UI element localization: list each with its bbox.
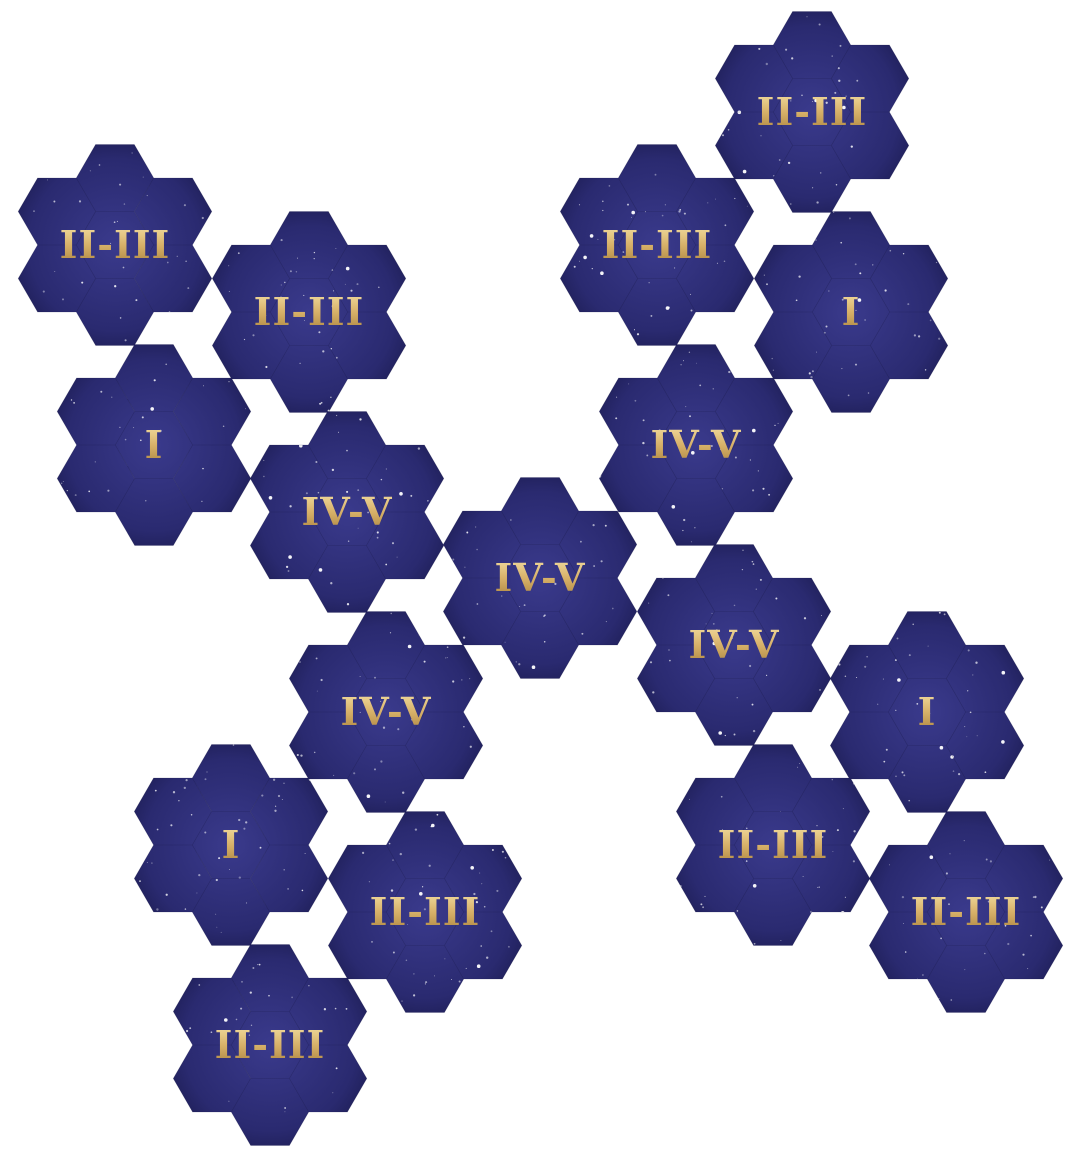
tile-outline [829, 611, 1025, 813]
hex-tile[interactable]: IV-V [576, 325, 816, 565]
hex-tile[interactable]: I [807, 592, 1047, 832]
tile-level-label: II-III [370, 889, 481, 934]
starfield-background [599, 344, 793, 546]
hex-tile[interactable]: II-III [537, 125, 777, 365]
starfield-background [560, 144, 754, 346]
tile-level-label: II-III [254, 289, 365, 334]
tile-outline [288, 611, 484, 813]
tile-level-label: II-III [757, 89, 868, 134]
tile-outline [133, 744, 329, 946]
hex-tile[interactable]: II-III [305, 792, 545, 1032]
starfield-background [134, 744, 328, 946]
tile-outline [714, 11, 910, 213]
starfield-background [250, 411, 444, 613]
hex-tile[interactable]: IV-V [227, 392, 467, 632]
starfield-background [173, 944, 367, 1146]
tile-level-label: IV-V [302, 489, 394, 534]
hex-tile[interactable]: I [34, 325, 274, 565]
starfield-background [443, 477, 637, 679]
starfield-background [328, 811, 522, 1013]
hex-tile[interactable]: IV-V [420, 458, 660, 698]
hex-tile[interactable]: II-III [846, 792, 1083, 1032]
tile-level-label: II-III [718, 822, 829, 867]
tile-level-label: II-III [215, 1022, 326, 1067]
tile-outline [327, 811, 523, 1013]
tile-level-label: I [145, 422, 164, 467]
tile-level-label: IV-V [341, 689, 433, 734]
starfield-background [637, 544, 831, 746]
tile-outline [753, 211, 949, 413]
tile-level-label: I [222, 822, 241, 867]
tile-level-label: IV-V [689, 622, 781, 667]
hex-tile[interactable]: IV-V [266, 592, 506, 832]
starfield-background [869, 811, 1063, 1013]
starfield-background [830, 611, 1024, 813]
hex-tile[interactable]: I [731, 192, 971, 432]
hex-tile[interactable]: II-III [653, 725, 893, 965]
tile-outline [172, 944, 368, 1146]
tile-outline [636, 544, 832, 746]
hex-tile[interactable]: I [111, 725, 351, 965]
hex-tile[interactable]: IV-V [614, 525, 854, 765]
tile-outline [211, 211, 407, 413]
tile-outline [249, 411, 445, 613]
tile-outline [442, 477, 638, 679]
starfield-background [676, 744, 870, 946]
starfield-background [212, 211, 406, 413]
tile-level-label: IV-V [495, 555, 587, 600]
starfield-background [18, 144, 212, 346]
hex-tile[interactable]: II-III [0, 125, 235, 365]
starfield-background [754, 211, 948, 413]
hex-tile[interactable]: II-III [692, 0, 932, 232]
tile-outline [559, 144, 755, 346]
tile-outline [675, 744, 871, 946]
tile-outline [56, 344, 252, 546]
starfield-background [289, 611, 483, 813]
starfield-background [715, 11, 909, 213]
tile-level-label: IV-V [651, 422, 743, 467]
tile-level-label: II-III [911, 889, 1022, 934]
tile-level-label: I [918, 689, 937, 734]
tile-outline [598, 344, 794, 546]
starfield-background [57, 344, 251, 546]
tile-outline [868, 811, 1064, 1013]
tile-level-label: II-III [602, 222, 713, 267]
tile-level-label: II-III [60, 222, 171, 267]
tile-outline [17, 144, 213, 346]
tile-level-label: I [842, 289, 861, 334]
hex-tile[interactable]: II-III [150, 925, 390, 1155]
